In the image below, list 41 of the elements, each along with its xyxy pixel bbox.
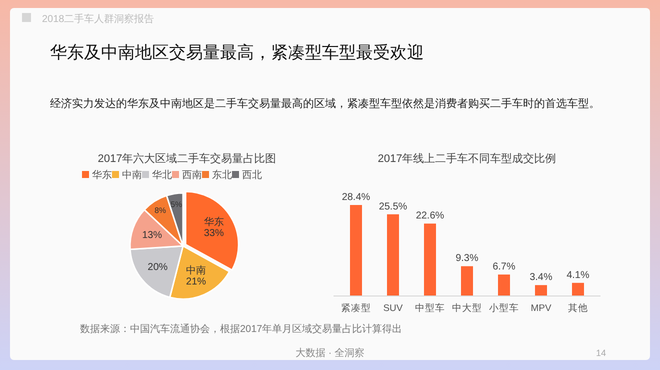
x-tick-label: 小型车: [489, 302, 519, 314]
bar: [535, 285, 547, 296]
data-label: 华东 33%: [204, 216, 224, 240]
bar: [572, 282, 584, 296]
legend-label: 华东: [92, 169, 112, 181]
x-tick-label: MPV: [530, 303, 552, 314]
data-label: 9.3%: [456, 253, 479, 264]
text: 华东及中南地区交易量最高，紧凑型车型最受欢迎: [50, 43, 424, 62]
legend-label: 东北: [212, 169, 232, 181]
text: 14: [596, 348, 606, 358]
chart-title: 2017年线上二手车不同车型成交比例: [378, 152, 556, 165]
text: 大数据 · 全洞察: [296, 347, 364, 359]
data-label: 22.6%: [416, 210, 444, 222]
x-tick-label: SUV: [383, 303, 404, 314]
bar: [498, 274, 510, 296]
data-label: 8%: [154, 206, 166, 216]
x-tick-label: 中型车: [415, 302, 445, 314]
bar: [350, 205, 362, 296]
bar: [461, 266, 473, 296]
chart-title: 2017年六大区域二手车交易量占比图: [98, 152, 276, 165]
data-label: 6.7%: [492, 262, 516, 273]
legend-label: 中南: [122, 169, 142, 181]
data-label: 4.1%: [566, 270, 590, 281]
data-label: 5%: [170, 200, 182, 210]
legend-label: 华北: [152, 169, 172, 181]
x-tick-label: 其他: [568, 302, 588, 314]
data-label: 20%: [148, 262, 168, 273]
data-label: 13%: [142, 230, 162, 241]
source-note: 数据来源：中国汽车流通协会，根据2017年单月区域交易量占比计算得出: [80, 323, 402, 335]
text: 经济实力发达的华东及中南地区是二手车交易量最高的区域，紧凑型车型依然是消费者购买二手车时的首选车型。: [50, 97, 600, 110]
data-label: 中南 21%: [186, 264, 206, 288]
x-tick-label: 中大型: [452, 302, 482, 314]
data-label: 28.4%: [342, 192, 370, 203]
bar: [387, 214, 399, 296]
legend-label: 西北: [242, 169, 262, 181]
data-label: 3.4%: [530, 272, 553, 284]
text: 2018二手车人群洞察报告: [42, 13, 154, 25]
x-tick-label: 紧凑型: [341, 302, 371, 314]
data-label: 25.5%: [378, 201, 408, 212]
legend-label: 西南: [182, 169, 202, 181]
bar: [424, 224, 436, 296]
